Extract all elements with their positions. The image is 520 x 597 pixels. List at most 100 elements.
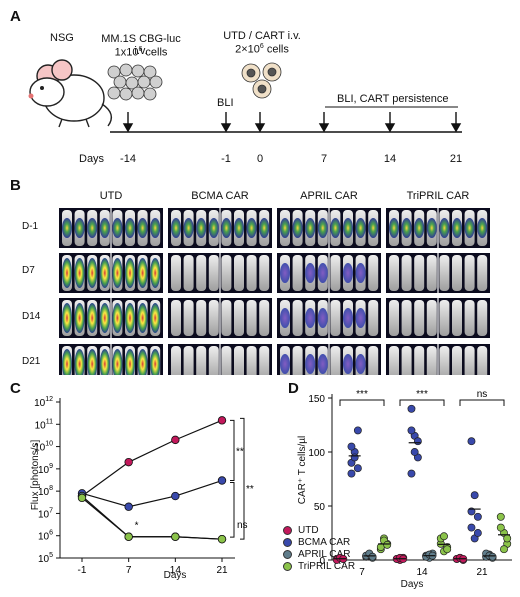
legend: UTD BCMA CAR APRIL CAR TriPRIL CAR — [283, 524, 355, 572]
bli-signal — [343, 263, 353, 283]
data-point — [217, 534, 227, 544]
legend-marker-april — [283, 549, 292, 559]
data-point — [407, 426, 416, 435]
data-point — [407, 469, 416, 478]
data-point — [503, 534, 512, 543]
bli-signal — [280, 308, 290, 328]
significance-bracket — [459, 399, 505, 406]
car-t-scatter-chart: 0 50 100 150 7 14 21 *** *** ns — [308, 389, 512, 578]
chart-d-ylabel: CAR⁺ T cells/µl — [297, 435, 308, 505]
mouse-label: NSG — [50, 32, 74, 44]
tumor-cells-illustration — [107, 63, 163, 101]
data-point — [368, 552, 377, 561]
bli-signal — [196, 218, 207, 238]
mouse-silhouette — [401, 300, 412, 336]
bli-signal — [137, 258, 148, 288]
bli-signal — [368, 218, 379, 238]
bli-signal — [125, 303, 135, 333]
panel-a-letter: A — [10, 8, 21, 25]
bli-signal — [112, 218, 123, 238]
bli-signal — [246, 218, 257, 238]
timeline-day: -14 — [120, 153, 136, 165]
timepoint-label-d7: D7 — [22, 265, 35, 276]
group-label-utd: UTD — [99, 190, 123, 202]
bli-signal — [452, 218, 462, 238]
mouse-silhouette — [477, 300, 488, 336]
bli-signal — [125, 218, 135, 238]
bli-signal — [426, 218, 437, 238]
group-label-april: APRIL CAR — [300, 190, 358, 202]
bli-signal — [317, 263, 328, 283]
bli-signal — [87, 258, 98, 288]
bli-signal — [343, 308, 353, 328]
mouse-silhouette — [234, 255, 244, 291]
bli-signal — [183, 218, 194, 238]
t-cells-illustration — [241, 62, 282, 99]
bli-signal — [125, 258, 135, 288]
significance-bracket — [230, 482, 235, 538]
series-line — [81, 479, 223, 508]
mouse-silhouette — [477, 255, 488, 291]
mouse-silhouette — [439, 346, 450, 375]
mouse-silhouette — [292, 255, 303, 291]
bli-signal — [137, 218, 148, 238]
mouse-silhouette — [246, 255, 257, 291]
data-point — [347, 442, 356, 451]
treatment-label-2: 2×106 cells — [235, 43, 289, 56]
bli-signal — [317, 308, 328, 328]
bli-signal — [62, 303, 72, 333]
mouse-silhouette — [452, 300, 462, 336]
x-tick-label: 21 — [216, 565, 228, 576]
bli-signal — [305, 218, 316, 238]
mouse-illustration — [28, 59, 113, 128]
data-point — [347, 469, 356, 478]
x-tick-label: -1 — [78, 565, 87, 576]
bli-signal — [221, 218, 232, 238]
legend-marker-bcma — [283, 537, 292, 547]
bli-signal — [74, 258, 85, 288]
bli-signal — [280, 218, 290, 238]
bli-label: BLI — [217, 97, 234, 109]
data-point — [413, 437, 422, 446]
bli-signal — [389, 218, 399, 238]
y-tick-label: 100 — [308, 448, 325, 459]
mouse-silhouette — [439, 255, 450, 291]
data-point — [488, 552, 497, 561]
timeline-day: 7 — [320, 153, 328, 165]
mouse-silhouette — [389, 346, 399, 375]
x-tick-label: 21 — [476, 567, 488, 578]
bli-signal — [477, 218, 488, 238]
chart-c-xlabel: Days — [163, 570, 187, 581]
mouse-silhouette — [452, 255, 462, 291]
bli-signal — [150, 218, 161, 238]
group-label-bcma: BCMA CAR — [191, 190, 249, 202]
significance-label: ns — [477, 389, 488, 400]
bli-signal — [280, 263, 290, 283]
timeline-day: 14 — [383, 153, 397, 165]
data-point — [500, 545, 508, 554]
bli-signal — [317, 354, 328, 374]
mouse-silhouette — [246, 300, 257, 336]
mouse-silhouette — [368, 346, 379, 375]
bli-signal — [112, 258, 123, 288]
significance-label: ns — [237, 520, 248, 531]
data-point — [350, 453, 359, 462]
bli-signal — [87, 303, 98, 333]
bli-signal — [87, 218, 98, 238]
data-point — [353, 426, 362, 435]
timeline-axis — [110, 106, 462, 133]
mouse-silhouette — [208, 346, 219, 375]
mouse-silhouette — [196, 346, 207, 375]
data-point — [473, 529, 482, 537]
data-point — [407, 404, 416, 413]
panel-c-letter: C — [10, 380, 21, 397]
data-point — [470, 491, 479, 500]
timeline-day: 21 — [449, 153, 463, 165]
data-point — [383, 540, 392, 549]
data-point — [124, 457, 133, 467]
bli-signal — [99, 258, 110, 288]
legend-item: UTD — [283, 524, 355, 536]
group-label-tripril: TriPRIL CAR — [406, 190, 470, 202]
y-tick-label: 105 — [38, 552, 53, 565]
